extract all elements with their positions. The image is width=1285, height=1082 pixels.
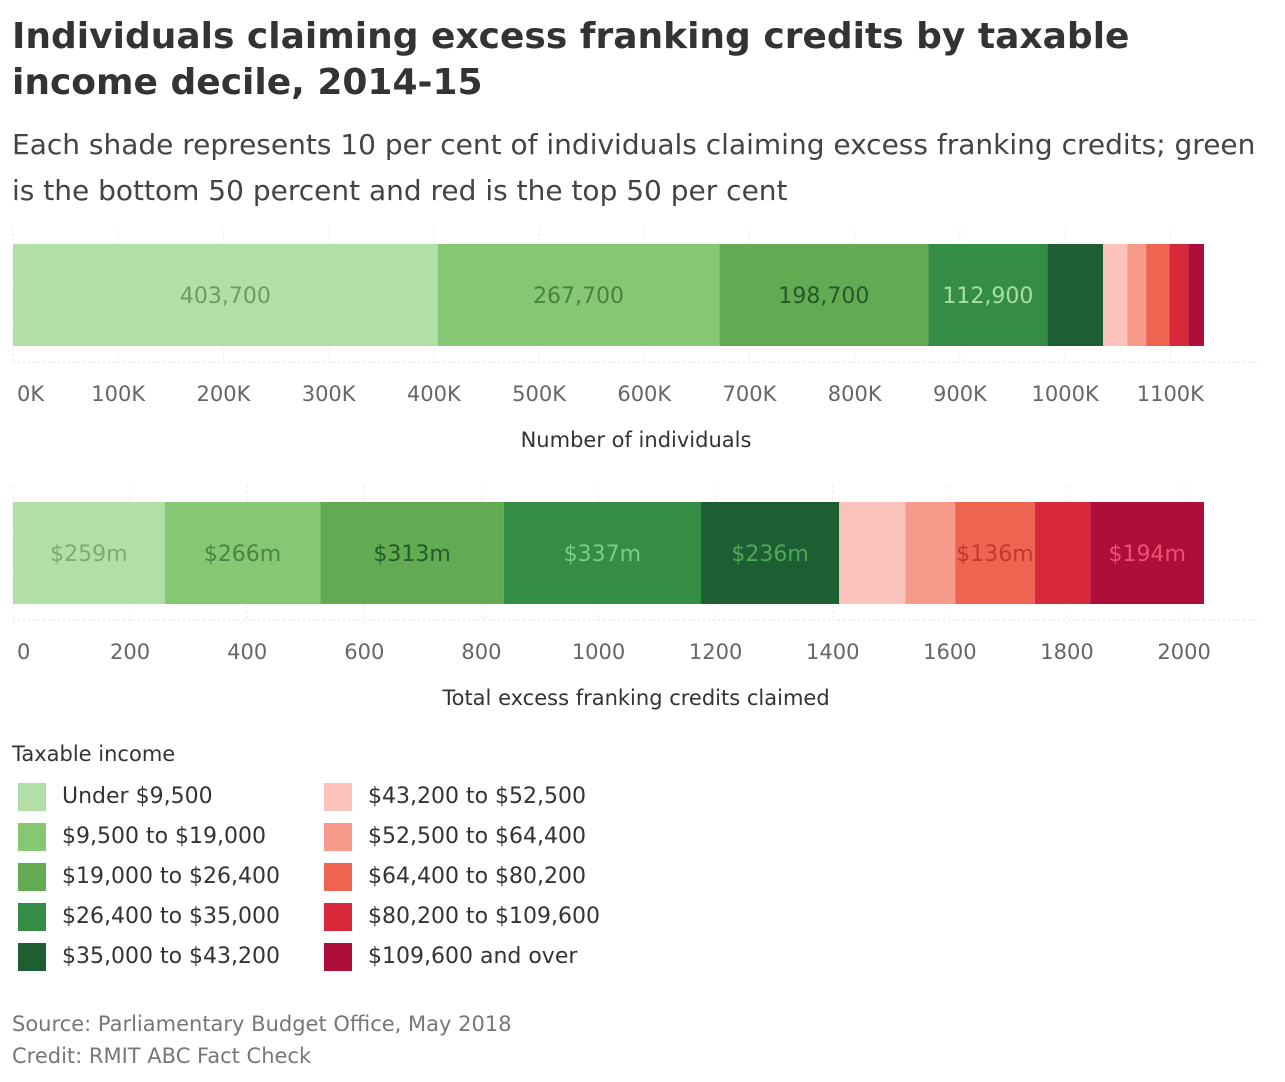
legend-label: $109,600 and over <box>368 944 578 969</box>
legend-title: Taxable income <box>12 742 176 766</box>
legend-swatch <box>324 783 352 811</box>
bar-segment-1[interactable] <box>13 244 438 346</box>
x-tick-label: 700K <box>723 382 778 406</box>
legend-swatch <box>324 903 352 931</box>
x-tick-label: 600K <box>617 382 672 406</box>
bar-segment-3[interactable] <box>719 244 929 346</box>
x-axis-title: Total excess franking credits claimed <box>441 686 829 710</box>
chart-title: Individuals claiming excess franking cre… <box>12 16 1130 103</box>
franking-credits-bar-chart: $259m $266m $313m $337m $236m $136m $194m 0 200 4… <box>12 486 1263 710</box>
bar-segment-9[interactable] <box>1034 502 1091 604</box>
bar-segment-7[interactable] <box>1127 244 1147 346</box>
x-tick-label: 1400 <box>806 640 859 664</box>
data-label: $337m <box>564 542 641 567</box>
data-label: $313m <box>373 542 450 567</box>
x-tick-label: 200 <box>110 640 150 664</box>
legend-label: $64,400 to $80,200 <box>368 864 587 889</box>
x-tick-label: 100K <box>91 382 146 406</box>
individuals-bar-chart: 403,700 267,700 198,700 112,900 0K 100K 200K 30… <box>12 228 1263 452</box>
bar-segment-5[interactable] <box>701 502 840 604</box>
bar-segment-4[interactable] <box>928 244 1048 346</box>
x-tick-label: 400K <box>407 382 462 406</box>
legend-swatch <box>324 823 352 851</box>
bar-segment-1[interactable] <box>13 502 165 604</box>
x-tick-label: 1000 <box>572 640 625 664</box>
x-tick-label: 0 <box>17 640 30 664</box>
x-tick-label: 2000 <box>1157 640 1210 664</box>
legend-swatch <box>18 903 46 931</box>
bar-segment-8[interactable] <box>955 502 1035 604</box>
legend-label: $35,000 to $43,200 <box>62 944 281 969</box>
bar-segment-8[interactable] <box>1146 244 1170 346</box>
x-tick-label: 500K <box>512 382 567 406</box>
x-tick-label: 0K <box>17 382 45 406</box>
x-tick-label: 900K <box>933 382 988 406</box>
bar-segment-7[interactable] <box>905 502 956 604</box>
data-label: $136m <box>956 542 1033 567</box>
bar-segment-2[interactable] <box>437 244 720 346</box>
data-label: 267,700 <box>533 284 624 309</box>
x-tick-label: 800 <box>461 640 501 664</box>
data-label: 403,700 <box>180 284 271 309</box>
data-label: 198,700 <box>778 284 869 309</box>
legend-swatch <box>18 863 46 891</box>
x-tick-label: 1100K <box>1137 382 1205 406</box>
chart-subtitle: Each shade represents 10 per cent of ind… <box>12 128 1256 207</box>
x-tick-label: 600 <box>344 640 384 664</box>
bar-segment-6[interactable] <box>839 502 906 604</box>
x-tick-label: 300K <box>302 382 357 406</box>
legend-swatch <box>324 943 352 971</box>
legend-label: $80,200 to $109,600 <box>368 904 601 929</box>
x-tick-label: 1600 <box>923 640 976 664</box>
bar-segment-9[interactable] <box>1169 244 1189 346</box>
legend-swatch <box>18 943 46 971</box>
legend-label: $43,200 to $52,500 <box>368 784 587 809</box>
bar-segment-6[interactable] <box>1102 244 1128 346</box>
legend-label: $52,500 to $64,400 <box>368 824 587 849</box>
bar-segment-4[interactable] <box>503 502 702 604</box>
x-tick-label: 800K <box>828 382 883 406</box>
bar-segment-2[interactable] <box>164 502 321 604</box>
x-tick-label: 1800 <box>1040 640 1093 664</box>
bar-segment-10[interactable] <box>1090 502 1204 604</box>
legend-swatch <box>324 863 352 891</box>
legend-swatch <box>18 823 46 851</box>
data-label: $194m <box>1108 542 1185 567</box>
bar-segment-5[interactable] <box>1047 244 1103 346</box>
footer: Source: Parliamentary Budget Office, May… <box>12 1008 512 1072</box>
data-label: 112,900 <box>942 284 1033 309</box>
credit-note: Credit: RMIT ABC Fact Check <box>12 1044 312 1068</box>
x-tick-label: 200K <box>196 382 251 406</box>
x-tick-label: 1000K <box>1032 382 1100 406</box>
data-label: $236m <box>731 542 808 567</box>
data-label: $266m <box>204 542 281 567</box>
data-label: $259m <box>50 542 127 567</box>
bar-segment-10[interactable] <box>1188 244 1204 346</box>
x-tick-label: 400 <box>227 640 267 664</box>
legend-label: $19,000 to $26,400 <box>62 864 281 889</box>
x-tick-label: 1200 <box>689 640 742 664</box>
x-axis-title: Number of individuals <box>521 428 752 452</box>
legend-label: $26,400 to $35,000 <box>62 904 281 929</box>
legend-swatch <box>18 783 46 811</box>
bar-segment-3[interactable] <box>320 502 504 604</box>
legend-label: $9,500 to $19,000 <box>62 824 267 849</box>
source-note: Source: Parliamentary Budget Office, May… <box>12 1012 512 1036</box>
legend-label: Under $9,500 <box>62 784 213 809</box>
